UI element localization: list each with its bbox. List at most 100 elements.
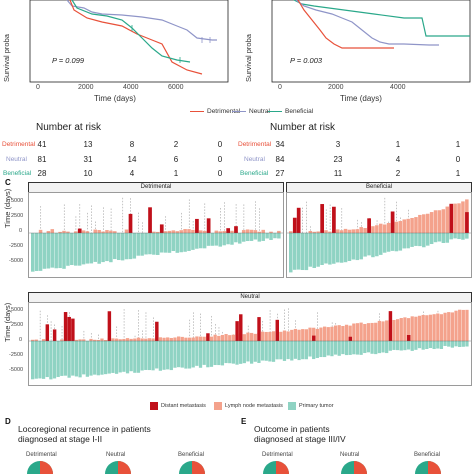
lymph-node-bar (398, 221, 403, 233)
primary-tumor-bar (292, 233, 297, 270)
primary-tumor-bar (439, 341, 444, 349)
pie-e-detrimental (263, 461, 289, 474)
primary-tumor-bar (428, 341, 433, 349)
primary-tumor-bar (382, 233, 387, 253)
pie-e-label: Beneficial (414, 452, 441, 458)
km-legend-item-neutral: Neutral (232, 108, 270, 115)
lymph-node-bar (175, 231, 180, 233)
primary-tumor-bar (300, 233, 305, 271)
lymph-node-bar (432, 314, 436, 341)
primary-tumor-bar (101, 233, 105, 263)
risk-left-value: 0 (217, 140, 223, 149)
km-legend-label: Beneficial (285, 108, 314, 115)
pie-e-label: Neutral (340, 452, 360, 458)
primary-tumor-bar (159, 233, 164, 253)
lymph-node-bar (167, 230, 172, 233)
primary-tumor-bar (177, 341, 181, 368)
km-legend-label: Detrimental (207, 108, 241, 115)
primary-tumor-bar (133, 341, 137, 373)
primary-tumor-bar (124, 233, 129, 260)
primary-tumor-bar (316, 233, 320, 267)
lymph-node-bar (359, 227, 363, 233)
primary-tumor-bar (52, 341, 57, 379)
distant-metastasis-bar (107, 311, 112, 341)
primary-tumor-bar (347, 233, 352, 261)
risk-right-value: 1 (455, 169, 461, 178)
lymph-node-bar (158, 337, 162, 341)
lymph-node-bar (370, 322, 374, 341)
risk-left-row-label: Detrimental (2, 141, 36, 148)
km-left-curve-detrimental (69, 0, 203, 75)
primary-tumor-bar (183, 233, 187, 252)
primary-tumor-bar (394, 233, 399, 252)
lymph-node-bar (363, 228, 367, 233)
swimmer-bars-beneficial (287, 197, 471, 273)
km-right-x-tick: 4000 (390, 84, 406, 91)
primary-tumor-bar (458, 341, 462, 348)
primary-tumor-bar (34, 233, 39, 271)
lymph-node-bar (433, 210, 438, 233)
lymph-node-bar (392, 319, 396, 341)
primary-tumor-bar (231, 341, 235, 364)
lymph-node-bar (335, 229, 340, 233)
lymph-node-bar (129, 338, 133, 341)
risk-right-value: 1 (395, 140, 401, 149)
lymph-node-bar (406, 218, 410, 233)
lymph-node-bar (171, 230, 176, 233)
primary-tumor-bar (113, 233, 117, 260)
lymph-node-bar (246, 332, 250, 341)
primary-tumor-bar (257, 341, 261, 363)
primary-tumor-bar (328, 233, 332, 265)
lymph-node-bar (82, 339, 86, 341)
lymph-node-bar (458, 309, 462, 341)
primary-tumor-bar (355, 341, 360, 355)
lymph-node-bar (183, 229, 187, 233)
primary-tumor-bar (151, 341, 155, 371)
primary-tumor-bar (335, 233, 340, 263)
primary-tumor-bar (363, 341, 367, 354)
lymph-node-bar (339, 230, 344, 233)
primary-tumor-bar (155, 341, 159, 369)
lymph-node-bar (410, 217, 414, 233)
lymph-node-bar (289, 231, 293, 233)
lymph-node-bar (38, 229, 43, 233)
primary-tumor-bar (245, 233, 250, 242)
primary-tumor-bar (308, 233, 313, 267)
pie-d-label: Beneficial (178, 452, 205, 458)
primary-tumor-bar (46, 233, 51, 269)
lymph-node-bar (333, 325, 338, 341)
primary-tumor-bar (49, 341, 53, 380)
primary-tumor-bar (386, 233, 391, 252)
lymph-node-bar (58, 231, 62, 233)
lymph-node-bar (385, 320, 389, 341)
lymph-node-bar (375, 225, 379, 233)
primary-tumor-bar (297, 341, 301, 361)
primary-tumor-bar (104, 341, 108, 375)
lymph-node-bar (187, 229, 191, 233)
primary-tumor-bar (198, 341, 203, 368)
risk-right-value: 0 (455, 155, 461, 164)
primary-tumor-bar (457, 233, 461, 240)
primary-tumor-bar (167, 233, 172, 253)
distant-metastasis-bar (234, 226, 238, 233)
risk-left-value: 0 (217, 155, 223, 164)
risk-left-row-label: Neutral (6, 156, 27, 163)
primary-tumor-bar (118, 341, 122, 373)
panel-d-letter: D (5, 417, 11, 426)
lymph-node-bar (124, 229, 129, 233)
primary-tumor-bar (210, 233, 215, 246)
primary-tumor-bar (286, 341, 290, 360)
km-right-plot (271, 0, 471, 83)
lymph-node-bar (352, 323, 356, 341)
lymph-node-bar (50, 229, 55, 233)
legend-label: Distant metastasis (161, 403, 206, 409)
lymph-node-bar (428, 314, 433, 341)
primary-tumor-bar (465, 341, 469, 347)
primary-tumor-bar (187, 233, 191, 251)
primary-tumor-bar (308, 341, 312, 357)
primary-tumor-bar (202, 233, 207, 249)
distant-metastasis-bar (320, 204, 325, 233)
primary-tumor-bar (169, 341, 173, 371)
lymph-node-bar (133, 338, 137, 341)
lymph-node-bar (355, 229, 360, 233)
